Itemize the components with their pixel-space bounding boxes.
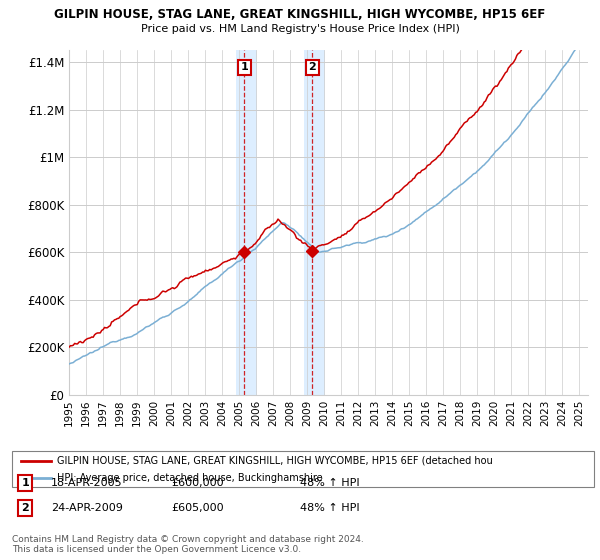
Text: 24-APR-2009: 24-APR-2009: [51, 503, 123, 513]
Text: £600,000: £600,000: [171, 478, 224, 488]
Text: Price paid vs. HM Land Registry's House Price Index (HPI): Price paid vs. HM Land Registry's House …: [140, 24, 460, 34]
Bar: [236, 50, 257, 395]
Text: £605,000: £605,000: [171, 503, 224, 513]
Text: 18-APR-2005: 18-APR-2005: [51, 478, 122, 488]
Text: GILPIN HOUSE, STAG LANE, GREAT KINGSHILL, HIGH WYCOMBE, HP15 6EF (detached hou: GILPIN HOUSE, STAG LANE, GREAT KINGSHILL…: [57, 456, 493, 466]
Text: 2: 2: [308, 63, 316, 72]
Text: 1: 1: [22, 478, 29, 488]
Text: GILPIN HOUSE, STAG LANE, GREAT KINGSHILL, HIGH WYCOMBE, HP15 6EF: GILPIN HOUSE, STAG LANE, GREAT KINGSHILL…: [55, 8, 545, 21]
Text: 2: 2: [22, 503, 29, 513]
Text: 48% ↑ HPI: 48% ↑ HPI: [300, 478, 359, 488]
Text: 1: 1: [241, 63, 248, 72]
Bar: [304, 50, 325, 395]
Text: HPI: Average price, detached house, Buckinghamshire: HPI: Average price, detached house, Buck…: [57, 473, 323, 483]
Text: Contains HM Land Registry data © Crown copyright and database right 2024.: Contains HM Land Registry data © Crown c…: [12, 535, 364, 544]
Text: This data is licensed under the Open Government Licence v3.0.: This data is licensed under the Open Gov…: [12, 545, 301, 554]
Text: 48% ↑ HPI: 48% ↑ HPI: [300, 503, 359, 513]
